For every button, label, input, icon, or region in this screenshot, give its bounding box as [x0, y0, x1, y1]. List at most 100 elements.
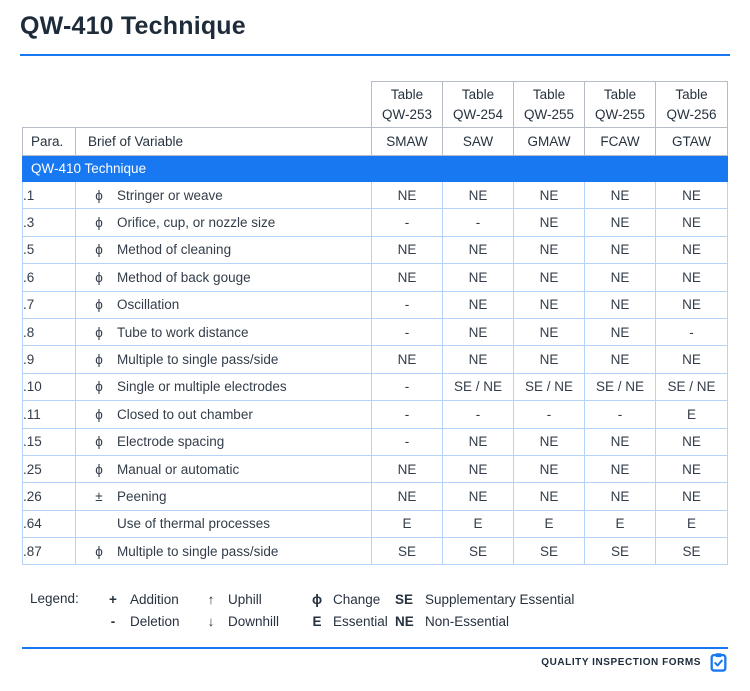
legend-text: Deletion [130, 614, 180, 629]
value-cell: - [655, 317, 728, 347]
header-spacer [22, 81, 372, 128]
page-title: QW-410 Technique [20, 12, 246, 40]
process-table-line2: QW-255 [594, 106, 646, 122]
brief-cell: ϕ Oscillation [75, 290, 372, 319]
process-table-line1: Table [603, 86, 637, 102]
brief-cell: ϕ Method of cleaning [75, 235, 372, 265]
process-header-cell: Table QW-256 [655, 81, 728, 128]
value-cell: - [513, 400, 585, 429]
variable-symbol: ϕ [95, 434, 103, 450]
para-column-header: Para. [22, 127, 76, 156]
table-row: .8 ϕ Tube to work distance - NE NE NE - [22, 317, 728, 347]
legend-item: + Addition [104, 589, 204, 611]
variable-symbol: ϕ [95, 379, 103, 395]
process-table-line1: Table [390, 86, 424, 102]
brief-cell: ϕ Tube to work distance [75, 317, 372, 347]
variable-label: Multiple to single pass/side [117, 543, 279, 559]
para-cell: .87 [22, 537, 76, 566]
variable-label: Multiple to single pass/side [117, 352, 279, 368]
para-cell: .1 [22, 180, 76, 210]
brief-cell: ϕ Method of back gouge [75, 263, 372, 292]
value-cell: - [442, 400, 514, 429]
legend-item: SE Supplementary Essential [395, 589, 574, 611]
value-cell: NE [371, 180, 443, 210]
value-cell: NE [442, 290, 514, 319]
legend-columns: + Addition - Deletion ↑ Uphill ↓ Downhill ϕ Chang… [104, 589, 574, 633]
value-cell: NE [371, 345, 443, 374]
value-cell: NE [442, 427, 514, 456]
value-cell: NE [371, 263, 443, 292]
table-row: .15 ϕ Electrode spacing - NE NE NE NE [22, 427, 728, 456]
table-row: .1 ϕ Stringer or weave NE NE NE NE NE [22, 180, 728, 210]
value-cell: - [442, 208, 514, 237]
table-row: .87 ϕ Multiple to single pass/side SE SE SE SE… [22, 537, 728, 566]
value-cell: NE [655, 345, 728, 374]
value-cell: NE [513, 290, 585, 319]
process-table-line2: QW-254 [452, 106, 504, 122]
value-cell: NE [584, 290, 656, 319]
value-cell: - [371, 427, 443, 456]
para-cell: .11 [22, 400, 76, 429]
process-table-line1: Table [461, 86, 495, 102]
legend-item: E Essential [309, 611, 395, 633]
legend-text: Essential [333, 614, 388, 629]
legend-symbol: NE [395, 614, 414, 629]
value-cell: - [584, 400, 656, 429]
legend-item: - Deletion [104, 611, 204, 633]
value-cell: NE [655, 180, 728, 210]
value-cell: E [584, 509, 656, 539]
process-table-line2: QW-253 [381, 106, 433, 122]
brief-cell: ϕ Stringer or weave [75, 180, 372, 210]
value-cell: SE [371, 537, 443, 566]
brief-cell: Use of thermal processes [75, 509, 372, 539]
value-cell: NE [584, 454, 656, 484]
table-row: .7 ϕ Oscillation - NE NE NE NE [22, 290, 728, 319]
table-row: .3 ϕ Orifice, cup, or nozzle size - - NE NE NE [22, 208, 728, 237]
clipboard-check-icon [710, 653, 727, 672]
process-header-cell: Table QW-255 [584, 81, 656, 128]
value-cell: NE [655, 263, 728, 292]
value-cell: NE [513, 235, 585, 265]
variable-label: Manual or automatic [117, 461, 240, 477]
process-table-line2: QW-256 [666, 106, 717, 122]
process-table-line1: Table [532, 86, 566, 102]
section-band-row: QW-410 Technique [22, 155, 728, 182]
value-cell: SE [584, 537, 656, 566]
variable-symbol: ϕ [95, 406, 103, 422]
value-cell: NE [513, 208, 585, 237]
value-cell: SE / NE [442, 372, 514, 402]
legend-text: Addition [130, 592, 179, 607]
value-cell: NE [584, 180, 656, 210]
legend-text: Downhill [228, 614, 280, 629]
legend-symbol: - [110, 614, 116, 629]
para-cell: .5 [22, 235, 76, 265]
value-cell: NE [371, 482, 443, 511]
footer-divider [22, 647, 728, 649]
variable-label: Tube to work distance [117, 324, 249, 340]
variable-label: Method of back gouge [117, 269, 251, 285]
brand-text: QUALITY INSPECTION FORMS [541, 657, 701, 668]
legend-item: ↑ Uphill [204, 589, 309, 611]
legend-label: Legend: [30, 591, 79, 606]
value-cell: SE [442, 537, 514, 566]
table-row: .25 ϕ Manual or automatic NE NE NE NE NE [22, 454, 728, 484]
process-header-cell: Table QW-253 [371, 81, 443, 128]
value-cell: NE [442, 482, 514, 511]
value-cell: NE [442, 235, 514, 265]
process-name-header: GTAW [655, 127, 728, 156]
title-divider [20, 54, 730, 56]
para-cell: .8 [22, 317, 76, 347]
variable-label: Stringer or weave [117, 187, 223, 203]
value-cell: NE [584, 208, 656, 237]
table-header-row-sub: Para. Brief of Variable SMAW SAW GMAW FCAW GTA… [22, 127, 728, 156]
table-row: .6 ϕ Method of back gouge NE NE NE NE NE [22, 263, 728, 292]
process-name-header: SMAW [371, 127, 443, 156]
value-cell: NE [442, 317, 514, 347]
variable-symbol: ϕ [95, 269, 103, 285]
value-cell: NE [442, 263, 514, 292]
variable-label: Use of thermal processes [117, 516, 271, 532]
variable-symbol: ϕ [95, 324, 103, 340]
para-cell: .10 [22, 372, 76, 402]
table-row: .26 ± Peening NE NE NE NE NE [22, 482, 728, 511]
value-cell: NE [584, 263, 656, 292]
